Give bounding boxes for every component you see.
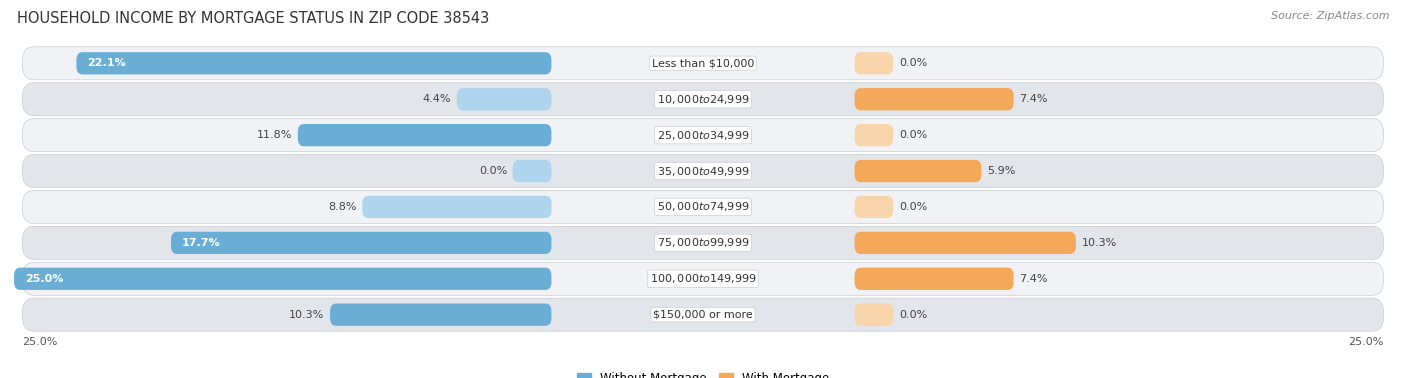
FancyBboxPatch shape	[513, 160, 551, 182]
Text: 0.0%: 0.0%	[898, 58, 927, 68]
FancyBboxPatch shape	[855, 268, 1014, 290]
FancyBboxPatch shape	[14, 268, 551, 290]
Text: 22.1%: 22.1%	[87, 58, 127, 68]
FancyBboxPatch shape	[298, 124, 551, 146]
Text: 17.7%: 17.7%	[181, 238, 221, 248]
Text: 10.3%: 10.3%	[290, 310, 325, 320]
FancyBboxPatch shape	[855, 304, 893, 326]
Text: 4.4%: 4.4%	[423, 94, 451, 104]
Text: $50,000 to $74,999: $50,000 to $74,999	[657, 200, 749, 214]
Text: 25.0%: 25.0%	[22, 337, 58, 347]
Text: Less than $10,000: Less than $10,000	[652, 58, 754, 68]
Text: 0.0%: 0.0%	[898, 310, 927, 320]
FancyBboxPatch shape	[330, 304, 551, 326]
Text: $25,000 to $34,999: $25,000 to $34,999	[657, 129, 749, 142]
Text: 25.0%: 25.0%	[25, 274, 63, 284]
Legend: Without Mortgage, With Mortgage: Without Mortgage, With Mortgage	[572, 367, 834, 378]
FancyBboxPatch shape	[855, 52, 893, 74]
Text: 8.8%: 8.8%	[328, 202, 357, 212]
Text: 11.8%: 11.8%	[257, 130, 292, 140]
FancyBboxPatch shape	[22, 298, 1384, 331]
FancyBboxPatch shape	[457, 88, 551, 110]
FancyBboxPatch shape	[76, 52, 551, 74]
FancyBboxPatch shape	[22, 226, 1384, 259]
FancyBboxPatch shape	[855, 196, 893, 218]
Text: 5.9%: 5.9%	[987, 166, 1015, 176]
Text: 0.0%: 0.0%	[898, 130, 927, 140]
FancyBboxPatch shape	[22, 119, 1384, 152]
FancyBboxPatch shape	[855, 88, 1014, 110]
Text: $150,000 or more: $150,000 or more	[654, 310, 752, 320]
FancyBboxPatch shape	[363, 196, 551, 218]
FancyBboxPatch shape	[855, 232, 1076, 254]
Text: $35,000 to $49,999: $35,000 to $49,999	[657, 164, 749, 178]
Text: 0.0%: 0.0%	[898, 202, 927, 212]
Text: $100,000 to $149,999: $100,000 to $149,999	[650, 272, 756, 285]
Text: 10.3%: 10.3%	[1081, 238, 1116, 248]
Text: $75,000 to $99,999: $75,000 to $99,999	[657, 236, 749, 249]
FancyBboxPatch shape	[855, 124, 893, 146]
Text: 7.4%: 7.4%	[1019, 94, 1047, 104]
FancyBboxPatch shape	[22, 262, 1384, 295]
FancyBboxPatch shape	[22, 155, 1384, 187]
Text: 25.0%: 25.0%	[1348, 337, 1384, 347]
FancyBboxPatch shape	[22, 191, 1384, 223]
FancyBboxPatch shape	[855, 160, 981, 182]
FancyBboxPatch shape	[22, 83, 1384, 116]
Text: 7.4%: 7.4%	[1019, 274, 1047, 284]
Text: 0.0%: 0.0%	[479, 166, 508, 176]
Text: $10,000 to $24,999: $10,000 to $24,999	[657, 93, 749, 106]
Text: HOUSEHOLD INCOME BY MORTGAGE STATUS IN ZIP CODE 38543: HOUSEHOLD INCOME BY MORTGAGE STATUS IN Z…	[17, 11, 489, 26]
Text: Source: ZipAtlas.com: Source: ZipAtlas.com	[1271, 11, 1389, 21]
FancyBboxPatch shape	[172, 232, 551, 254]
FancyBboxPatch shape	[22, 47, 1384, 80]
